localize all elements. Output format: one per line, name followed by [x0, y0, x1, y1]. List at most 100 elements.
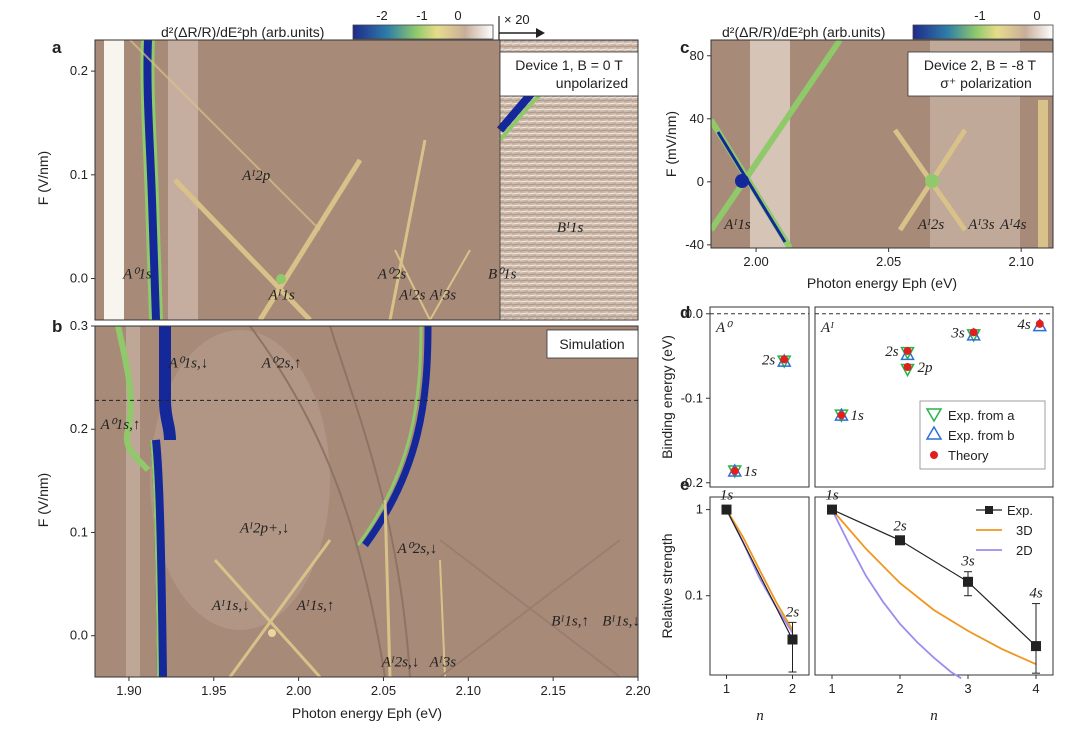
panel-b-X-line-1: [213, 558, 322, 677]
panel-a-noise-streak-halo: [498, 93, 542, 142]
x-tick-label: 1: [828, 681, 835, 696]
x-tick-label: 4: [1032, 681, 1039, 696]
x-tick-label: 2.05: [371, 683, 396, 698]
panel-b-X-line-2: [228, 539, 332, 677]
panel-c-X-line-2: [711, 40, 843, 232]
state-annotation: Aᴵ2s: [398, 287, 426, 303]
colorbar-c: d²(ΔR/R)/dE²ph (arb.units) -1 0: [722, 8, 1054, 40]
panel-c-title-line: Device 2, B = -8 T: [924, 57, 1037, 73]
panel-a-frame: [94, 39, 639, 321]
panel-e-xlabel-left: n: [756, 708, 764, 724]
state-annotation: A⁰2s: [377, 267, 407, 283]
panel-a-yticks: 0.0 0.1 0.2: [70, 63, 95, 286]
state-label: 1s: [825, 488, 839, 504]
state-annotation: Bᴵ1s,↓: [602, 613, 640, 629]
state-annotation: Aᴵ2s,↓: [381, 655, 420, 671]
y-tick-label: 0.1: [70, 524, 88, 539]
panel-c-yticks: -40 0 40 80: [685, 48, 711, 252]
legend-box: [919, 400, 1046, 470]
state-label: 3s: [960, 554, 975, 570]
exp-point: [1031, 641, 1041, 652]
y-tick-label: 40: [690, 111, 704, 126]
y-tick-label: 1: [696, 502, 703, 517]
panel-c-title-line: σ⁺ polarization: [940, 75, 1032, 91]
panel-b-annotations: A⁰1s,↓ A⁰2s,↑ A⁰1s,↑ Aᴵ2p+,↓ A⁰2s,↓ Aᴵ1s,↓ Aᴵ1…: [100, 355, 640, 670]
y-tick-label: -0.2: [681, 475, 703, 490]
panel-b-crossing: [268, 629, 276, 637]
legend-label-2d: 2D: [1016, 543, 1033, 558]
panel-letter-b: b: [52, 317, 62, 336]
state-annotation: Aᴵ3s: [967, 217, 995, 233]
panel-e-ylabel: Relative strength: [659, 533, 675, 638]
panel-c-title-box: [907, 51, 1054, 97]
panel-c-A1s-center: [735, 174, 749, 188]
theory-point: [903, 346, 912, 355]
legend-label-3d: 3D: [1016, 523, 1033, 538]
legend-marker-theory: [930, 451, 938, 459]
state-annotation: A⁰1s: [122, 267, 152, 283]
panel-letter-d: d: [680, 303, 690, 322]
panel-letter-e: e: [680, 475, 689, 494]
panel-d-left-frame: [709, 306, 810, 488]
colorbar-a-label: d²(ΔR/R)/dE²ph (arb.units): [161, 24, 324, 40]
theory-point: [969, 328, 978, 337]
panel-letter-a: a: [52, 38, 62, 57]
panel-e-right-frame: [814, 496, 1054, 676]
panel-e-plot: 1 0.1 1 2 1s 2s 1 2 3 4 1s 2s 3s 4s: [685, 488, 1043, 696]
x-tick-label: 2.20: [625, 683, 650, 698]
panel-a-white-band: [104, 40, 124, 320]
panel-a-A1s-center: [276, 274, 286, 284]
x-tick-label: 2.00: [743, 254, 768, 269]
panel-b-A01s-main: [150, 439, 167, 677]
state-annotation: Aᴵ2p+,↓: [239, 520, 289, 536]
series-exp-line: [831, 509, 1037, 647]
panel-b: Simulation F (V/nm) Photon energy Eph (e…: [35, 318, 651, 721]
panel-a-light-band: [168, 40, 198, 320]
panel-e: Relative strength n n 1 0.1 1 2 1s 2s 1 2 3 4 1s 2s…: [659, 488, 1054, 724]
legend-label-theory: Theory: [948, 448, 989, 463]
colorbar-a-tick: 0: [454, 8, 461, 23]
state-annotation: A⁰2s,↑: [261, 355, 302, 371]
panel-d: Binding energy (eV) 0.0 -0.1 -0.2 A⁰ 1s 2s Aᴵ 1…: [659, 306, 1054, 490]
y-tick-label: 80: [690, 48, 704, 63]
panel-b-B1s-line-2: [439, 539, 621, 677]
x-tick-label: 2.15: [541, 683, 566, 698]
y-tick-label: 0.2: [70, 421, 88, 436]
state-label: 2s: [893, 518, 907, 534]
panel-b-A02s-down: [362, 326, 432, 548]
panel-c-annotations: Aᴵ1s Aᴵ2s Aᴵ3s Aᴵ4s: [723, 217, 1026, 233]
panel-a-annotations: A⁰1s Aᴵ2p Aᴵ1s A⁰2s Aᴵ2s Aᴵ3s B⁰1s Bᴵ1s: [122, 168, 583, 303]
panel-a-diag-line: [129, 40, 321, 231]
panel-e-legend: Exp. 3D 2D: [976, 503, 1033, 558]
colorbar-c-label: d²(ΔR/R)/dE²ph (arb.units): [722, 24, 885, 40]
state-annotation: Bᴵ1s: [557, 220, 584, 236]
y-tick-label: 0.0: [70, 271, 88, 286]
exp-point: [963, 576, 973, 587]
x-tick-label: 2: [789, 681, 796, 696]
panel-b-A01s-main-halo: [150, 439, 159, 677]
panel-a-X-line-2: [257, 158, 363, 320]
panel-d-plot: 0.0 -0.1 -0.2 A⁰ 1s 2s Aᴵ 1s 2s 2p 3s 4s: [681, 306, 1053, 490]
panel-a-A02s-line: [388, 139, 427, 320]
series-exp-line: [725, 509, 794, 640]
x-tick-label: 1.95: [201, 683, 226, 698]
colorbar-a-multiplier: × 20: [504, 12, 530, 27]
state-label: 1s: [744, 464, 758, 480]
state-annotation: B⁰1s: [488, 267, 517, 283]
theory-point: [837, 411, 846, 420]
state-annotation: Aᴵ4s: [999, 217, 1027, 233]
panel-b-xticks: 1.90 1.95 2.00 2.05 2.10 2.15 2.20: [116, 677, 651, 698]
y-tick-label: -0.1: [681, 390, 703, 405]
colorbar-a-gradient: [352, 24, 494, 40]
state-annotation: Aᴵ2s: [917, 217, 945, 233]
panel-a-ylabel: F (V/nm): [35, 151, 51, 205]
panel-a-title-box: [499, 51, 639, 97]
panel-c-ylabel: F (mV/nm): [663, 111, 679, 177]
y-tick-label: 0.1: [685, 588, 703, 603]
colorbar-c-tick: 0: [1033, 8, 1040, 23]
panel-b-yticks: 0.0 0.1 0.2 0.3: [70, 318, 95, 643]
state-label: 2s: [762, 352, 776, 368]
state-label: 4s: [1029, 586, 1043, 602]
legend-label-exp-a: Exp. from a: [948, 408, 1015, 423]
